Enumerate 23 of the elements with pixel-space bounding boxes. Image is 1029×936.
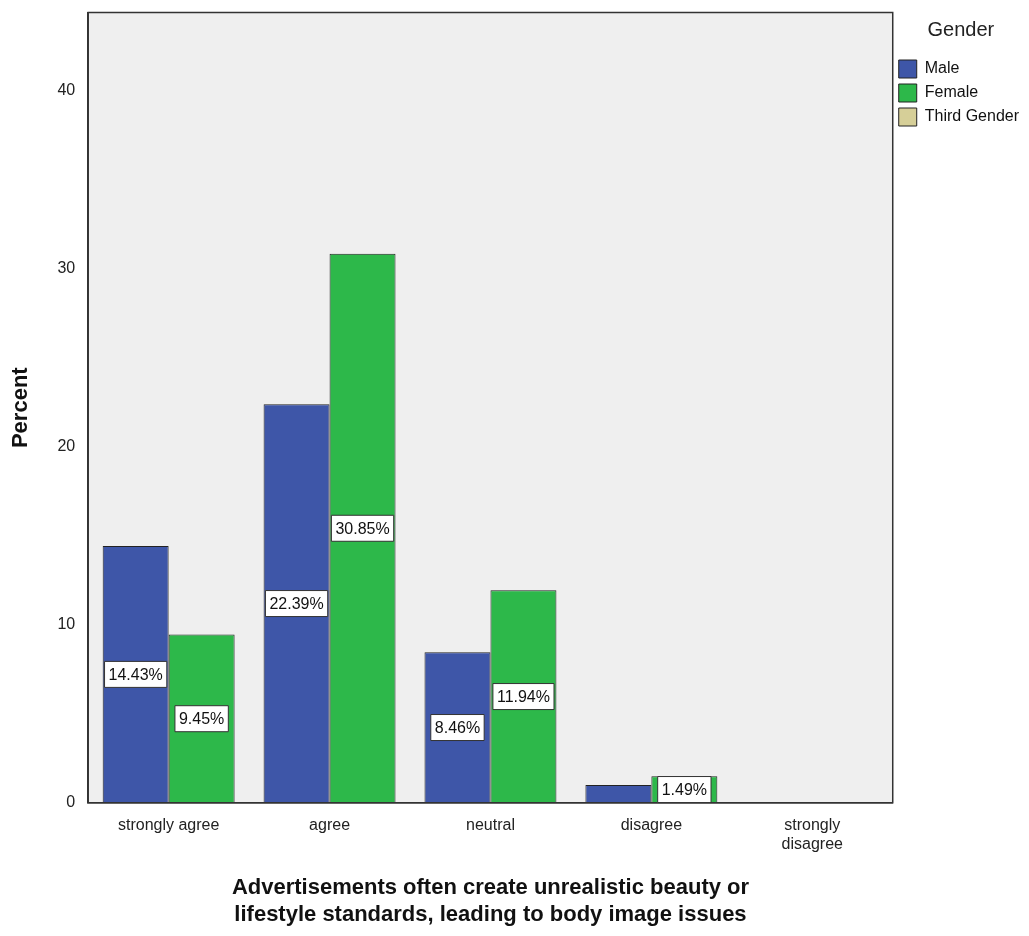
y-tick-label: 0 (66, 793, 76, 811)
x-tick-label: agree (309, 815, 351, 833)
x-axis-title: Advertisements often create unrealistic beauty or lifestyle standards, leading to body image issues (231, 874, 750, 926)
data-label: 22.39% (269, 594, 324, 612)
x-tick-label: disagree (620, 815, 683, 833)
data-label: 30.85% (335, 519, 390, 537)
data-label: 14.43% (108, 665, 163, 683)
y-tick-label: 40 (57, 81, 76, 99)
legend-title: Gender (927, 17, 995, 40)
y-axis-title: Percent (7, 366, 33, 449)
x-tick-label: neutral (466, 815, 515, 833)
y-tick-label: 30 (57, 259, 76, 277)
legend-label: Female (924, 83, 979, 101)
legend-label: Male (924, 59, 960, 77)
y-tick-label: 20 (57, 437, 76, 455)
data-label: 9.45% (178, 710, 225, 728)
x-tick-label: strongly agree (117, 815, 220, 833)
x-tick-label: strongly disagree (781, 815, 844, 853)
data-label: 11.94% (496, 687, 550, 705)
legend-label: Third Gender (924, 107, 1020, 125)
data-label: 1.49% (661, 780, 708, 798)
data-label: 8.46% (434, 718, 481, 736)
y-tick-label: 10 (57, 615, 76, 633)
